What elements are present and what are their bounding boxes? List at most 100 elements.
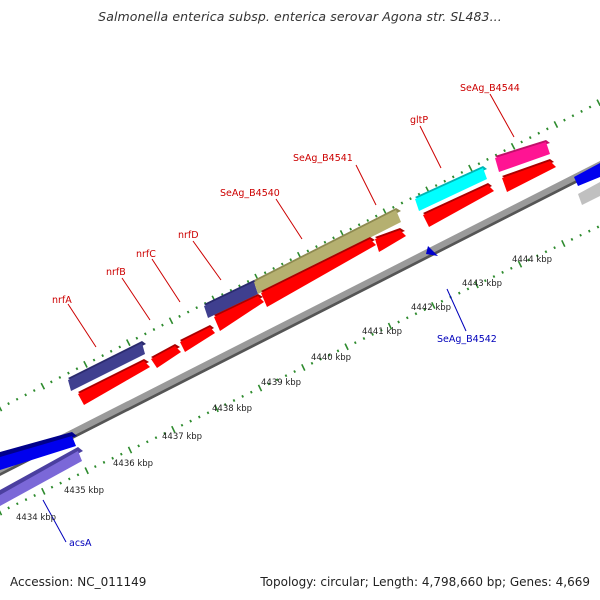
tick-major [553,121,559,128]
feature-track [0,140,600,506]
tick-major [168,317,174,325]
tick-major [0,510,3,516]
tick-minor [362,336,366,341]
gene-label-nrfA[interactable]: nrfA [52,295,72,306]
tick-major [344,343,349,351]
gene-red-cds-7[interactable] [423,183,494,227]
tick-minor [67,371,70,375]
tick-minor [280,262,284,266]
tick-minor [366,218,370,222]
tick-minor [152,327,156,332]
tick-major [214,405,219,413]
gene-label-gltP[interactable]: gltP [410,115,428,126]
gene-label-nrfC[interactable]: nrfC [136,249,156,260]
tick-minor [59,481,63,485]
gene-SeAg_B4544[interactable] [495,140,550,172]
gene-red-cds-2[interactable] [151,344,181,368]
tick-minor [537,131,541,135]
inner-tick-ring [0,225,600,516]
tick-minor [275,378,279,382]
tick-minor [75,367,79,371]
tick-major [41,487,46,495]
gene-red-cds-4[interactable] [214,294,264,331]
tick-major [257,384,263,392]
tick-minor [189,419,193,423]
tick-minor [397,320,400,324]
gene-label-SeAg_B4540[interactable]: SeAg_B4540 [220,188,280,199]
tick-minor [451,175,455,179]
gene-acsA[interactable] [0,447,83,506]
genome-summary-text: Topology: circular; Length: 4,798,660 bp… [260,575,590,589]
gene-red-cds-6[interactable] [375,228,406,252]
tick-minor [272,266,275,270]
kbp-label: 4434 kbp [16,513,56,523]
tick-minor [118,345,122,349]
gene-silver-cds-right[interactable] [578,182,600,205]
gene-red-cds-8[interactable] [502,159,556,192]
tick-minor [483,279,487,283]
tick-minor [33,493,37,498]
tick-minor [392,205,395,209]
gene-label-SeAg_B4544[interactable]: SeAg_B4544 [460,83,520,94]
gene-label-acsA[interactable]: acsA [69,538,92,549]
tick-minor [579,233,582,237]
tick-minor [371,332,374,336]
gene-label-SeAg_B4542[interactable]: SeAg_B4542 [437,334,497,345]
tick-minor [267,382,270,386]
accession-text: Accession: NC_011149 [10,575,147,589]
gene-nrfD[interactable] [204,280,258,318]
tick-minor [477,162,481,166]
tick-minor [535,254,539,258]
gene-nrfA[interactable] [68,341,146,391]
tick-minor [315,245,318,249]
tick-minor [50,485,54,489]
tick-minor [405,316,409,320]
tick-minor [503,149,506,153]
tick-minor [587,229,591,233]
tick-minor [135,336,139,340]
tick-minor [293,370,296,374]
tick-minor [306,249,310,253]
tick-minor [409,197,412,201]
kbp-label: 4444 kbp [512,255,552,265]
gene-label-SeAg_B4541[interactable]: SeAg_B4541 [293,153,353,164]
tick-major [474,281,479,289]
gene-label-nrfD[interactable]: nrfD [178,230,199,241]
tick-minor [92,358,96,362]
kbp-label: 4439 kbp [261,378,301,388]
tick-minor [400,201,404,205]
tick-minor [249,390,253,394]
tick-minor [546,127,549,131]
tick-major [40,382,46,390]
tick-minor [327,353,331,357]
gene-red-cds-1[interactable] [78,359,150,405]
tick-major [0,406,3,412]
gene-red-cds-5[interactable] [261,237,376,307]
gene-label-nrfB[interactable]: nrfB [106,267,126,278]
tick-minor [319,357,322,361]
gene-blue-cds-right[interactable] [574,163,600,186]
tick-major [83,360,88,368]
gene-SeAg_B4542[interactable] [426,246,438,256]
tick-minor [109,349,113,353]
tick-minor [349,227,352,231]
tick-minor [186,310,190,314]
tick-major [468,164,473,172]
tick-minor [440,299,444,303]
tick-minor [357,223,361,227]
tick-minor [553,246,556,250]
tick-minor [434,184,438,188]
gene-gltP[interactable] [415,166,487,211]
tick-minor [457,291,461,295]
gene-SeAg_B4540[interactable] [254,208,401,294]
tick-minor [423,308,426,312]
tick-minor [232,399,236,402]
tick-minor [443,179,447,183]
tick-minor [520,140,523,144]
tick-minor [588,105,592,109]
tick-minor [563,118,566,122]
gene-blue-cds[interactable] [0,432,77,470]
tick-minor [195,306,199,310]
gene-red-cds-3[interactable] [180,325,215,352]
